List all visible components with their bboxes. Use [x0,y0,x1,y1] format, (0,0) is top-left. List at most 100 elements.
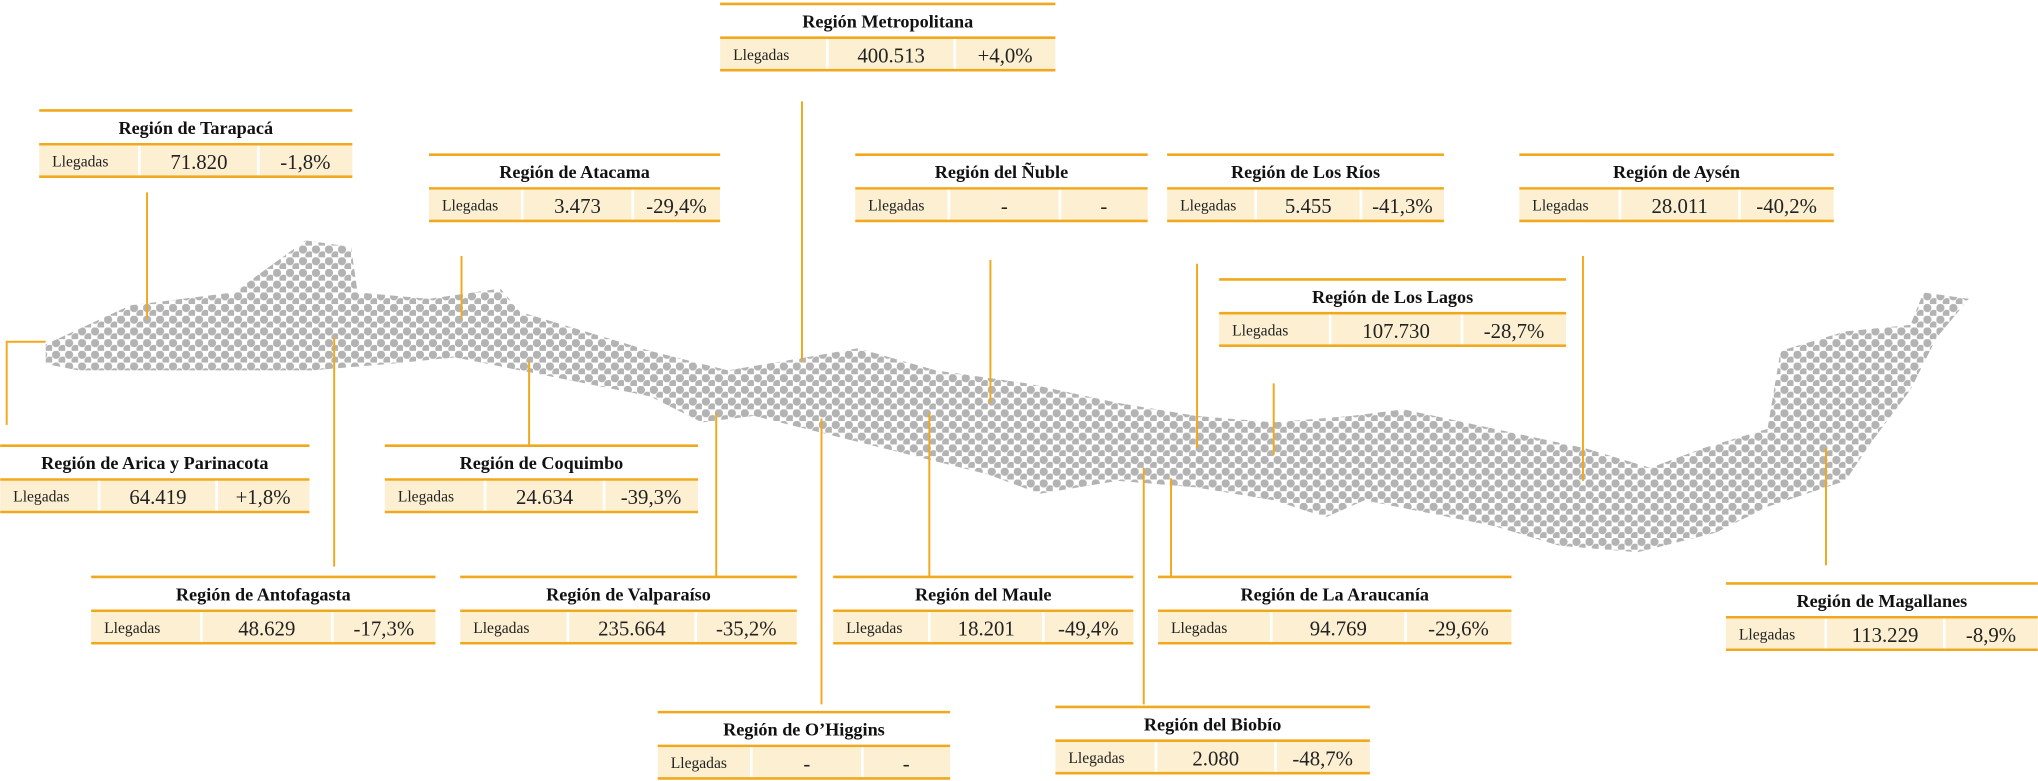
region-name: Región de Aysén [1613,162,1740,182]
region-box: Región de O’Higgins Llegadas - - [657,710,951,780]
arrivals-value: 28.011 [1651,195,1707,218]
change-value: -1,8% [280,151,330,174]
region-box: Región de Los Lagos Llegadas 107.730 -28,7% [1219,278,1567,347]
box-row [0,480,310,511]
region-box: Región de Arica y Parinacota Llegadas 64.4… [0,444,310,514]
region-name: Región de Magallanes [1796,591,1967,611]
change-value: -29,6% [1428,617,1489,640]
region-box: Región de La Araucanía Llegadas 94.769 -29,… [1158,575,1512,645]
arrivals-value: 235.664 [598,617,666,640]
box-row [429,189,721,220]
box-row [720,38,1056,69]
row-label: Llegadas [398,489,454,506]
row-label: Llegadas [473,620,529,637]
arrivals-value: 18.201 [958,617,1015,640]
arrivals-value: 24.634 [516,486,574,509]
box-row [855,189,1148,220]
arrivals-value: - [803,753,810,776]
change-value: -35,2% [716,617,777,640]
row-label: Llegadas [1068,750,1124,767]
region-box: Región del Maule Llegadas 18.201 -49,4% [833,575,1134,645]
connectors [5,101,1827,705]
row-label: Llegadas [1171,620,1227,637]
region-name: Región de Coquimbo [460,453,624,473]
change-value: - [1100,195,1107,218]
row-label: Llegadas [671,755,727,772]
region-name: Región de O’Higgins [723,720,885,740]
change-value: -40,2% [1756,195,1817,218]
row-label: Llegadas [868,198,924,215]
change-value: -17,3% [354,617,415,640]
row-label: Llegadas [733,47,789,64]
region-box: Región Metropolitana Llegadas 400.513 +4,0% [720,2,1056,72]
region-name: Región del Ñuble [935,161,1068,182]
region-box: Región de Coquimbo Llegadas 24.634 -39,3% [384,444,699,514]
box-row [39,145,353,176]
change-value: -41,3% [1372,195,1433,218]
box-row [1219,314,1567,345]
box-row [833,612,1134,642]
region-name: Región del Biobío [1144,714,1281,734]
region-box: Región del Ñuble Llegadas - - [855,153,1148,223]
region-name: Región de Los Ríos [1231,162,1380,182]
region-name: Región de Los Lagos [1312,287,1473,307]
region-box: Región de Antofagasta Llegadas 48.629 -17,3… [91,575,436,645]
region-name: Región de La Araucanía [1241,584,1429,604]
region-name: Región de Valparaíso [546,584,711,604]
box-row [384,480,699,511]
box-row [91,612,436,642]
row-label: Llegadas [1180,198,1236,215]
box-row [1055,742,1370,772]
region-name: Región de Antofagasta [176,584,351,604]
arrivals-value: 107.730 [1362,320,1430,343]
arrivals-value: 3.473 [554,195,601,218]
region-box: Región de Tarapacá Llegadas 71.820 -1,8% [39,109,353,179]
row-label: Llegadas [104,620,160,637]
arrivals-value: 64.419 [129,486,186,509]
region-name: Región Metropolitana [802,11,973,31]
change-value: - [903,753,910,776]
region-name: Región del Maule [915,584,1051,604]
box-row [1725,618,2038,649]
box-row [1519,189,1834,220]
row-label: Llegadas [13,489,69,506]
arrivals-value: 71.820 [170,151,227,174]
change-value: -8,9% [1966,624,2016,647]
box-row [1158,612,1512,642]
change-value: -49,4% [1058,617,1119,640]
change-value: -29,4% [646,195,707,218]
row-label: Llegadas [52,153,108,170]
arrivals-value: - [1001,195,1008,218]
change-value: -28,7% [1484,320,1545,343]
region-box: Región de Valparaíso Llegadas 235.664 -35,2… [460,575,797,645]
row-label: Llegadas [1532,198,1588,215]
row-label: Llegadas [1232,322,1288,339]
row-label: Llegadas [442,198,498,215]
arrivals-value: 400.513 [857,44,925,67]
region-name: Región de Tarapacá [118,118,273,138]
country-shape [45,240,1969,553]
change-value: -48,7% [1292,747,1353,770]
connector [5,340,46,425]
region-box: Región del Biobío Llegadas 2.080 -48,7% [1055,705,1370,775]
box-row [1167,189,1444,220]
arrivals-value: 2.080 [1192,747,1239,770]
row-label: Llegadas [1739,626,1795,643]
box-row [460,612,797,642]
change-value: +4,0% [978,44,1033,67]
region-box: Región de Los Ríos Llegadas 5.455 -41,3% [1167,153,1444,223]
region-name: Región de Atacama [499,162,650,182]
arrivals-value: 94.769 [1310,617,1367,640]
region-box: Región de Aysén Llegadas 28.011 -40,2% [1519,153,1834,223]
change-value: +1,8% [236,486,291,509]
arrivals-value: 5.455 [1285,195,1332,218]
change-value: -39,3% [621,486,682,509]
arrivals-value: 113.229 [1852,624,1919,647]
row-label: Llegadas [846,620,902,637]
region-name: Región de Arica y Parinacota [41,453,268,473]
arrivals-value: 48.629 [238,617,295,640]
box-row [657,747,951,778]
